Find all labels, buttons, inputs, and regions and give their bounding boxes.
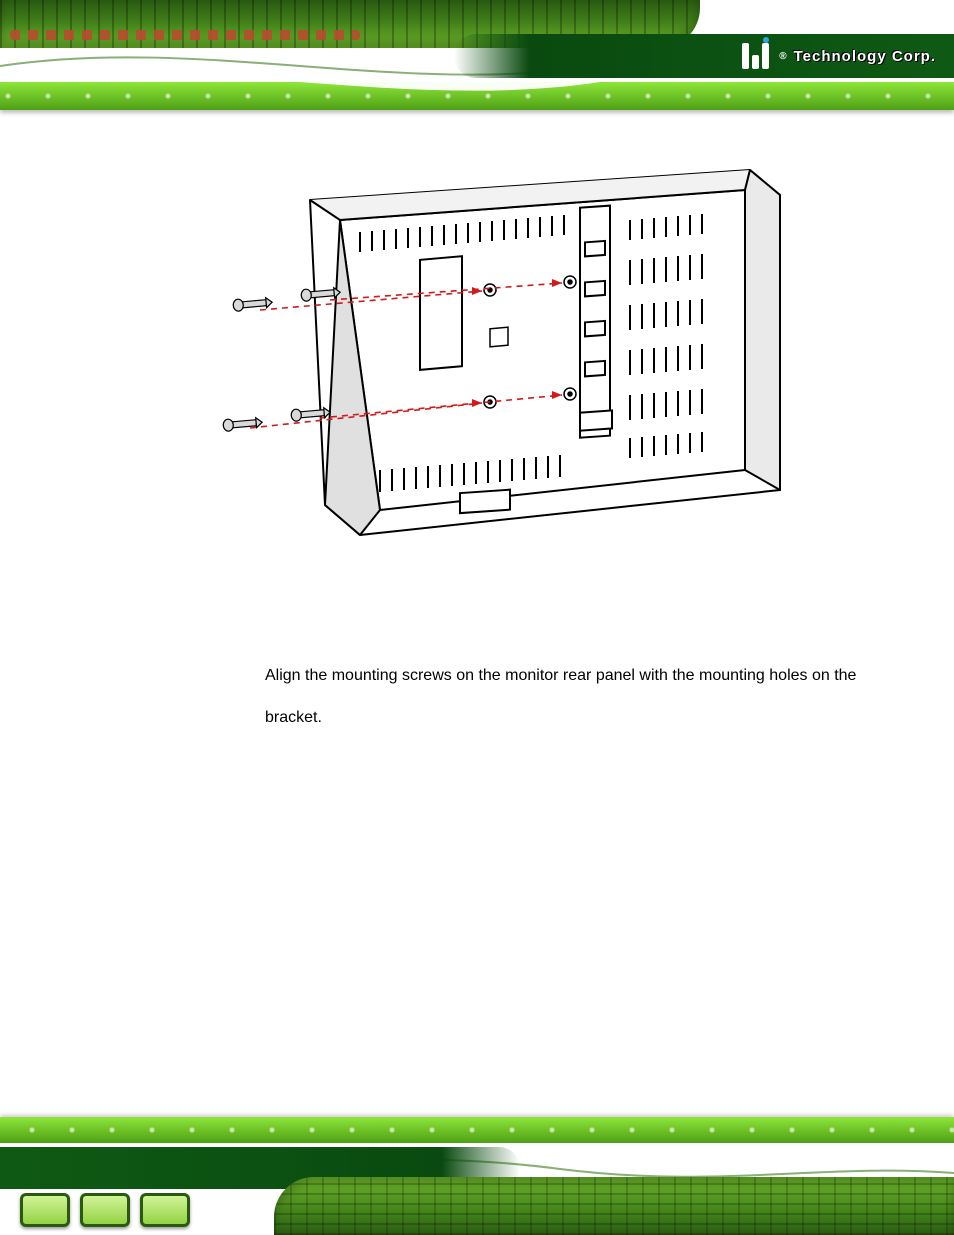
header-title-bar: ® Technology Corp. [454,34,954,78]
instruction-step-text: Align the mounting screws on the monitor… [265,655,885,738]
page-footer [0,1117,954,1235]
footer-pcb-texture [274,1177,954,1235]
registered-mark: ® [779,51,787,62]
brand-name: Technology Corp. [794,48,936,65]
chip-icon [20,1193,70,1227]
monitor-rear-isometric-icon [190,140,830,550]
chip-icon [140,1193,190,1227]
mounting-diagram [190,140,830,550]
chip-icon [80,1193,130,1227]
page-header: ® Technology Corp. [0,0,954,112]
brand-logo: ® Technology Corp. [742,43,936,69]
footer-chip-icons [20,1193,190,1227]
logo-bars-icon [742,43,769,69]
